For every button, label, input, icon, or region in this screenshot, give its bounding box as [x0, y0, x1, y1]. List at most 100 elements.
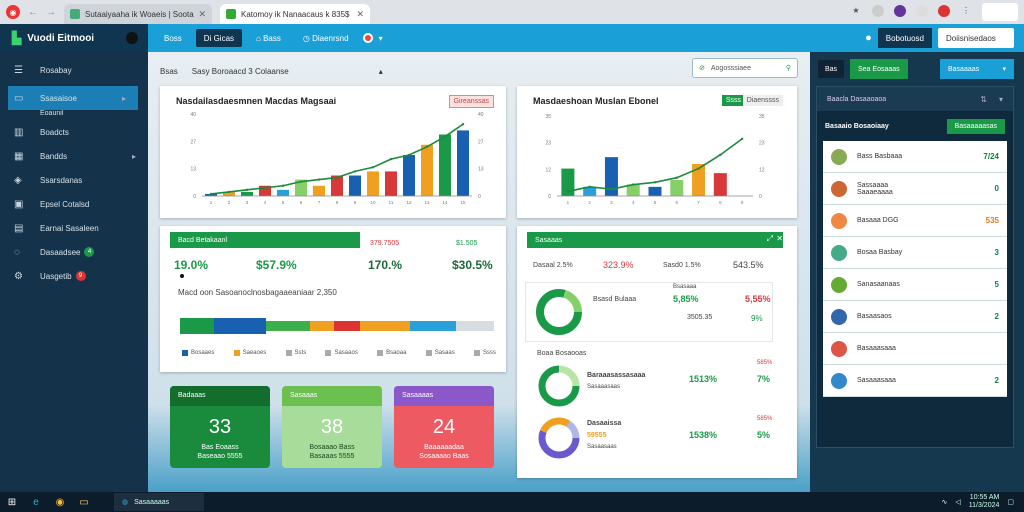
browser-tab-1[interactable]: Sutaaiyaaha ik Woaeis | Sootarna ✕ — [64, 4, 212, 24]
chart-bar[interactable] — [626, 184, 640, 196]
chart-bar[interactable] — [713, 173, 727, 196]
record-icon[interactable] — [362, 33, 373, 43]
extension-icon[interactable] — [872, 5, 884, 17]
action-button[interactable]: Basaaaaasas — [946, 118, 1005, 134]
back-icon[interactable]: ← — [28, 6, 38, 18]
settings-icon[interactable] — [916, 5, 928, 17]
dropdown-select[interactable]: Basaaaas ▾ — [940, 59, 1014, 79]
volume-icon[interactable]: ◁ — [955, 499, 961, 506]
breadcrumb-path[interactable]: Sasy Boroaacd 3 Colaanse — [191, 66, 289, 76]
nav-item-bass[interactable]: ⌂ Bass — [256, 33, 281, 43]
chrome-icon[interactable]: ◉ — [55, 496, 65, 508]
brand[interactable]: ▙ Vuodi Eitmooi — [0, 24, 148, 52]
activity-row[interactable]: Basaaasaaa — [823, 333, 1007, 365]
forward-icon[interactable]: → — [46, 6, 56, 18]
account-button[interactable]: Doiisnisedaos — [938, 28, 1014, 48]
nav-item-boss[interactable]: Boss — [164, 33, 182, 43]
sidebar-item-1[interactable]: ▭ Ssasaisoe ▸ — [8, 86, 138, 110]
marker-dot — [180, 274, 184, 278]
browser-tab-2[interactable]: Katomoy ik Nanaacaus k 835$ ✕ — [220, 4, 370, 24]
sidebar-item-5[interactable]: ▣ Epsel Cotalsd — [14, 198, 90, 210]
filter-button[interactable]: Bas — [818, 60, 844, 78]
status-badge[interactable]: Gireanssas — [448, 95, 494, 108]
notification-icon[interactable]: ▢ — [1007, 499, 1014, 506]
chart-bar[interactable] — [259, 185, 271, 196]
toggle-button[interactable]: Diaenssss — [742, 95, 783, 106]
sidebar-item-3[interactable]: ▦ Bandds ▸ — [14, 150, 136, 162]
activity-row[interactable]: Sanasaanaas 5 — [823, 269, 1007, 301]
toggle-button[interactable]: Ssss — [721, 95, 745, 106]
chart-bar[interactable] — [241, 191, 253, 196]
chart-bar[interactable] — [692, 164, 706, 196]
activity-row[interactable]: Sassaaaa Saaaeaaaa 0 — [823, 173, 1007, 205]
close-tab-icon[interactable]: ✕ — [356, 8, 364, 19]
stacked-bar — [180, 318, 494, 334]
close-tab-icon[interactable]: ✕ — [198, 8, 206, 19]
chart-bar[interactable] — [367, 171, 379, 196]
caret-icon[interactable]: ▴ — [378, 66, 383, 76]
chart-bar[interactable] — [385, 171, 397, 196]
profile-icon[interactable] — [894, 5, 906, 17]
sidebar-subitem[interactable]: Eoaunil — [40, 110, 64, 117]
avatar[interactable] — [126, 32, 138, 44]
chart-bar[interactable] — [277, 189, 289, 196]
sidebar-item-2[interactable]: ▥ Boadcts — [14, 126, 69, 138]
breadcrumb-home[interactable]: Bsas — [160, 66, 178, 76]
activity-value: 2 — [994, 312, 999, 321]
wifi-icon[interactable]: ∿ — [941, 499, 948, 506]
star-icon[interactable]: ★ — [852, 6, 860, 15]
see-all-button[interactable]: Sea Eosaaas — [850, 59, 908, 79]
record-icon[interactable] — [938, 5, 950, 17]
chart-bar[interactable] — [223, 191, 235, 196]
kpi-tile-2[interactable]: Sasaaas 38 Bosaaao Bass Basaaas 5555 — [282, 386, 382, 468]
chart-bar[interactable] — [561, 168, 575, 196]
chart-bar[interactable] — [583, 186, 597, 196]
folder-icon[interactable]: ▭ — [79, 496, 89, 508]
sort-icon[interactable]: ⇅ — [980, 94, 987, 104]
search-icon[interactable]: ⚲ — [785, 65, 791, 72]
activity-row[interactable]: Basaaa DGG 535 — [823, 205, 1007, 237]
chart-bar[interactable] — [421, 144, 433, 196]
sidebar-item-6[interactable]: ▤ Earnai Sasaleen — [14, 222, 99, 234]
sidebar-item-7[interactable]: ◌ Dasaadsee 4 — [0, 240, 148, 264]
browser-tab-bar: ◉ ← → Sutaaiyaaha ik Woaeis | Sootarna ✕… — [0, 0, 1024, 24]
edge-icon[interactable]: e — [33, 496, 39, 508]
trend-point — [353, 170, 357, 173]
bell-icon[interactable]: ● — [865, 32, 872, 44]
activity-row[interactable]: Bass Basbaaa 7/24 — [823, 141, 1007, 173]
taskbar-app[interactable]: ◍ Sasaaaaas — [114, 493, 204, 511]
nav-item-gicas[interactable]: Di Gicas — [195, 29, 243, 47]
kpi-tile-3[interactable]: Sasaaaas 24 Baaaaaadaa Sosaaaao Baas — [394, 386, 494, 468]
kpi-tile-1[interactable]: Badaaas 33 Bas Eoaass Baseaao 5555 — [170, 386, 270, 468]
chart-bar[interactable] — [648, 186, 662, 196]
breadcrumb: Bsas Sasy Boroaacd 3 Colaanse ▴ — [160, 60, 800, 82]
sidebar-item-8[interactable]: ⚙ Uasgetib 9 — [0, 264, 148, 288]
sidebar-item-0[interactable]: ☰ Rosabay — [14, 64, 72, 76]
chevron-down-icon[interactable]: ▾ — [378, 33, 383, 43]
search-input[interactable]: ⊘ Aogosssiaee ⚲ — [692, 58, 798, 78]
activity-row[interactable]: Basaasaos 2 — [823, 301, 1007, 333]
nav-item-diaenrsnd[interactable]: ◷ Diaenrsnd — [302, 33, 349, 43]
close-icon[interactable]: ✕ — [776, 234, 783, 243]
menu-dots-icon[interactable]: ⋮ — [962, 6, 970, 15]
chevron-down-icon[interactable]: ▾ — [998, 94, 1003, 104]
dashboard-button[interactable]: Bobotuosd — [877, 28, 932, 48]
chart-bar[interactable] — [604, 157, 618, 196]
chart-bar[interactable] — [457, 130, 469, 196]
clock[interactable]: 10:55 AM 11/3/2024 — [968, 494, 1000, 509]
activity-row[interactable]: Bosaa Basbay 3 — [823, 237, 1007, 269]
expand-icon[interactable]: ⤢ — [766, 234, 773, 243]
chart-bar[interactable] — [403, 155, 415, 196]
chart-bar[interactable] — [439, 134, 451, 197]
activity-row[interactable]: Sasaaasaaa 2 — [823, 365, 1007, 397]
chart-bar[interactable] — [349, 175, 361, 197]
chart-bar[interactable] — [313, 185, 325, 196]
close-window-icon[interactable]: ◉ — [6, 5, 20, 19]
chart-bar[interactable] — [670, 180, 684, 196]
chart-bar[interactable] — [331, 175, 343, 197]
windows-start-icon[interactable]: ⊞ — [7, 496, 17, 508]
window-controls[interactable] — [982, 3, 1018, 21]
chart-bar[interactable] — [295, 179, 307, 196]
trend-point — [632, 183, 635, 186]
sidebar-item-4[interactable]: ◈ Ssarsdanas — [14, 174, 83, 186]
